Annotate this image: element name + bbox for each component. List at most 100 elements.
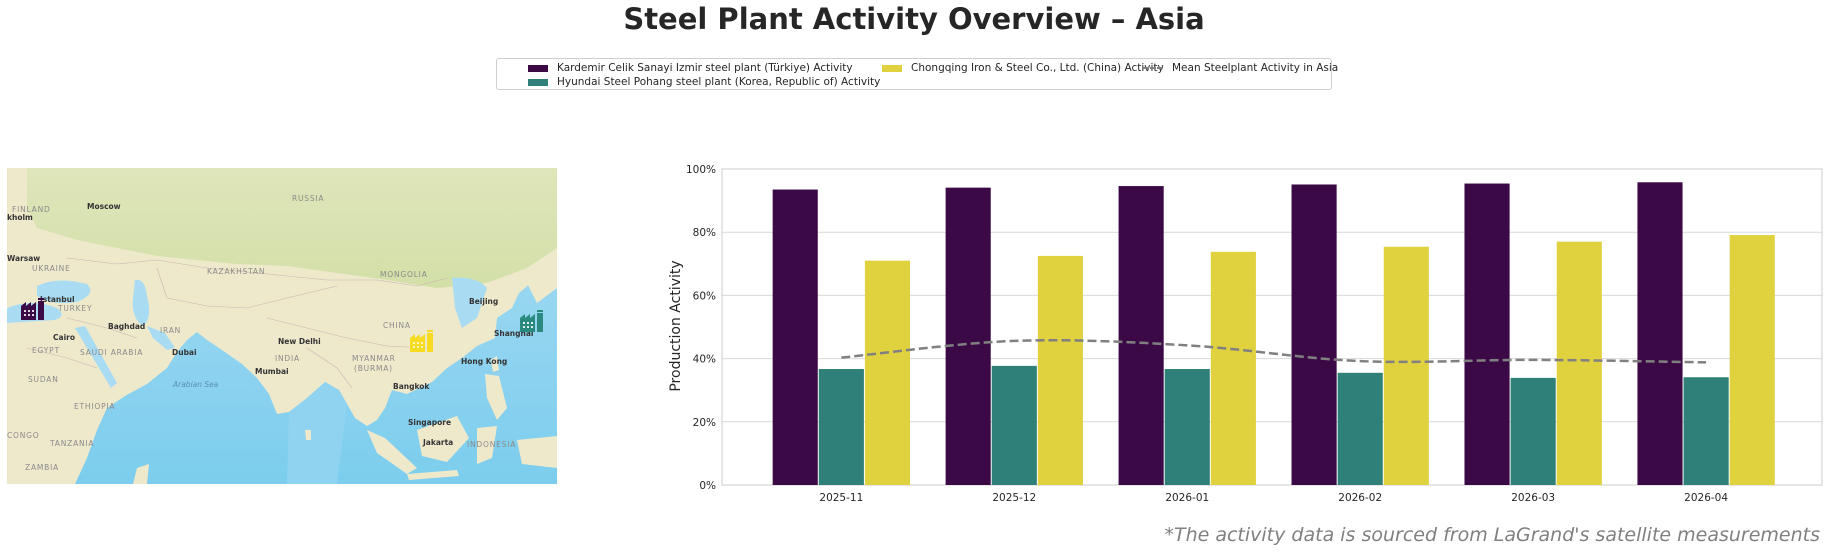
bar-2026-03-series-2 bbox=[1556, 241, 1602, 485]
map-label: SAUDI ARABIA bbox=[80, 348, 143, 357]
bar-2025-11-series-1 bbox=[818, 369, 864, 485]
japan bbox=[527, 258, 557, 303]
bar-2025-12-series-2 bbox=[1037, 255, 1083, 485]
city-label: Hong Kong bbox=[461, 357, 507, 366]
bar-2026-02-series-2 bbox=[1383, 246, 1429, 485]
city-label: Shanghai bbox=[494, 329, 533, 338]
legend-label: Mean Steelplant Activity in Asia bbox=[1172, 62, 1339, 74]
y-tick-labels: 0% 20% 40% 60% 80% 100% bbox=[686, 164, 716, 492]
land-siberia bbox=[27, 168, 557, 288]
x-tick-label: 2026-02 bbox=[1338, 492, 1382, 504]
city-label: Beijing bbox=[469, 297, 498, 306]
map-label: MYANMAR bbox=[352, 354, 396, 363]
legend-swatch-chongqing bbox=[882, 64, 902, 72]
map-label: UKRAINE bbox=[32, 264, 71, 273]
y-tick-label: 60% bbox=[693, 290, 716, 302]
city-label: New Delhi bbox=[278, 337, 321, 346]
persian-gulf bbox=[147, 326, 175, 350]
legend-swatch-mean-dashed-line bbox=[1143, 67, 1163, 69]
sulawesi-new-guinea bbox=[477, 426, 557, 468]
bar-2026-02-series-0 bbox=[1291, 184, 1337, 485]
bar-2026-02-series-1 bbox=[1337, 372, 1383, 485]
legend-swatch-hyundai bbox=[528, 78, 548, 86]
legend-item-chongqing: Chongqing Iron & Steel Co., Ltd. (China)… bbox=[882, 62, 1164, 74]
factory-icon-china[interactable] bbox=[410, 330, 433, 352]
map-label: (BURMA) bbox=[354, 364, 393, 373]
legend-swatch-kardemir bbox=[528, 64, 548, 72]
map-label: RUSSIA bbox=[292, 194, 324, 203]
legend: Kardemir Celik Sanayi Izmir steel plant … bbox=[496, 58, 1338, 90]
map-label: KAZAKHSTAN bbox=[207, 267, 265, 276]
map-label: EGYPT bbox=[32, 346, 60, 355]
city-label: Mumbai bbox=[255, 367, 289, 376]
bar-2026-03-series-1 bbox=[1510, 377, 1556, 485]
city-label: Istanbul bbox=[40, 295, 75, 304]
taiwan bbox=[491, 356, 499, 372]
bar-2026-03-series-0 bbox=[1464, 183, 1510, 485]
java bbox=[407, 470, 459, 480]
bay-of-bengal bbox=[287, 382, 347, 484]
sea-label: Arabian Sea bbox=[172, 380, 219, 389]
city-label: Cairo bbox=[53, 333, 75, 342]
philippines bbox=[485, 374, 507, 420]
bar-2025-11-series-2 bbox=[864, 260, 911, 485]
y-tick-label: 40% bbox=[693, 354, 716, 366]
bar-2025-12-series-1 bbox=[991, 365, 1037, 485]
mean-activity-line bbox=[841, 338, 1707, 364]
legend-label: Hyundai Steel Pohang steel plant (Korea,… bbox=[557, 76, 881, 88]
y-tick-label: 0% bbox=[699, 480, 716, 492]
map-label: MONGOLIA bbox=[380, 270, 428, 279]
legend-label: Chongqing Iron & Steel Co., Ltd. (China)… bbox=[911, 62, 1164, 74]
city-label: kholm bbox=[7, 213, 33, 222]
factory-icon-korea[interactable] bbox=[520, 310, 543, 332]
city-label: Singapore bbox=[408, 418, 451, 427]
map-label: ZAMBIA bbox=[25, 463, 59, 472]
legend-item-mean: Mean Steelplant Activity in Asia bbox=[1143, 62, 1338, 74]
map-canvas: RUSSIA FINLAND UKRAINE KAZAKHSTAN MONGOL… bbox=[7, 168, 557, 484]
bar-2025-11-series-0 bbox=[772, 189, 818, 486]
bar-2026-04-series-2 bbox=[1729, 235, 1775, 485]
borneo bbox=[417, 416, 469, 462]
city-label: Dubai bbox=[172, 348, 197, 357]
map-label: CHINA bbox=[383, 321, 411, 330]
y-axis-label: Production Activity bbox=[668, 260, 684, 391]
map-label: FINLAND bbox=[12, 205, 51, 214]
caspian-sea bbox=[132, 279, 150, 326]
city-label: Jakarta bbox=[422, 438, 453, 447]
map-label: TURKEY bbox=[57, 304, 92, 313]
country-borders bbox=[26, 257, 448, 389]
y-tick-label: 20% bbox=[693, 417, 716, 429]
bar-2026-01-series-1 bbox=[1164, 369, 1210, 485]
bar-2026-01-series-2 bbox=[1210, 251, 1256, 485]
bar-2026-04-series-1 bbox=[1683, 377, 1729, 485]
x-tick-label: 2026-03 bbox=[1511, 492, 1555, 504]
y-tick-label: 100% bbox=[686, 164, 716, 176]
map-label: SUDAN bbox=[28, 375, 59, 384]
legend-item-kardemir: Kardemir Celik Sanayi Izmir steel plant … bbox=[528, 62, 853, 74]
factory-icon-turkiye[interactable] bbox=[21, 298, 44, 320]
map-label: CONGO bbox=[7, 431, 39, 440]
map-label: ETHIOPIA bbox=[74, 402, 115, 411]
city-label: Bangkok bbox=[393, 382, 430, 391]
yellow-sea bbox=[452, 277, 487, 328]
city-label: Moscow bbox=[87, 202, 121, 211]
city-label: Baghdad bbox=[108, 322, 145, 331]
x-tick-labels: 2025-11 2025-12 2026-01 2026-02 2026-03 2026-… bbox=[819, 492, 1728, 504]
bar-2026-04-series-0 bbox=[1637, 182, 1683, 485]
legend-label: Kardemir Celik Sanayi Izmir steel plant … bbox=[557, 62, 853, 74]
bar-2025-12-series-0 bbox=[945, 187, 991, 486]
asia-map: RUSSIA FINLAND UKRAINE KAZAKHSTAN MONGOL… bbox=[7, 168, 557, 484]
map-label: INDIA bbox=[275, 354, 300, 363]
data-source-note: *The activity data is sourced from LaGra… bbox=[1164, 524, 1820, 546]
plot-frame bbox=[721, 168, 1823, 486]
map-label: IRAN bbox=[160, 326, 181, 335]
bars bbox=[772, 182, 1775, 486]
red-sea bbox=[75, 326, 117, 388]
map-label: INDONESIA bbox=[467, 440, 516, 449]
city-label: Warsaw bbox=[7, 254, 40, 263]
map-label: TANZANIA bbox=[49, 439, 94, 448]
madagascar bbox=[133, 464, 149, 484]
sri-lanka bbox=[305, 430, 311, 440]
legend-item-hyundai: Hyundai Steel Pohang steel plant (Korea,… bbox=[528, 76, 880, 88]
x-tick-label: 2025-11 bbox=[819, 492, 863, 504]
